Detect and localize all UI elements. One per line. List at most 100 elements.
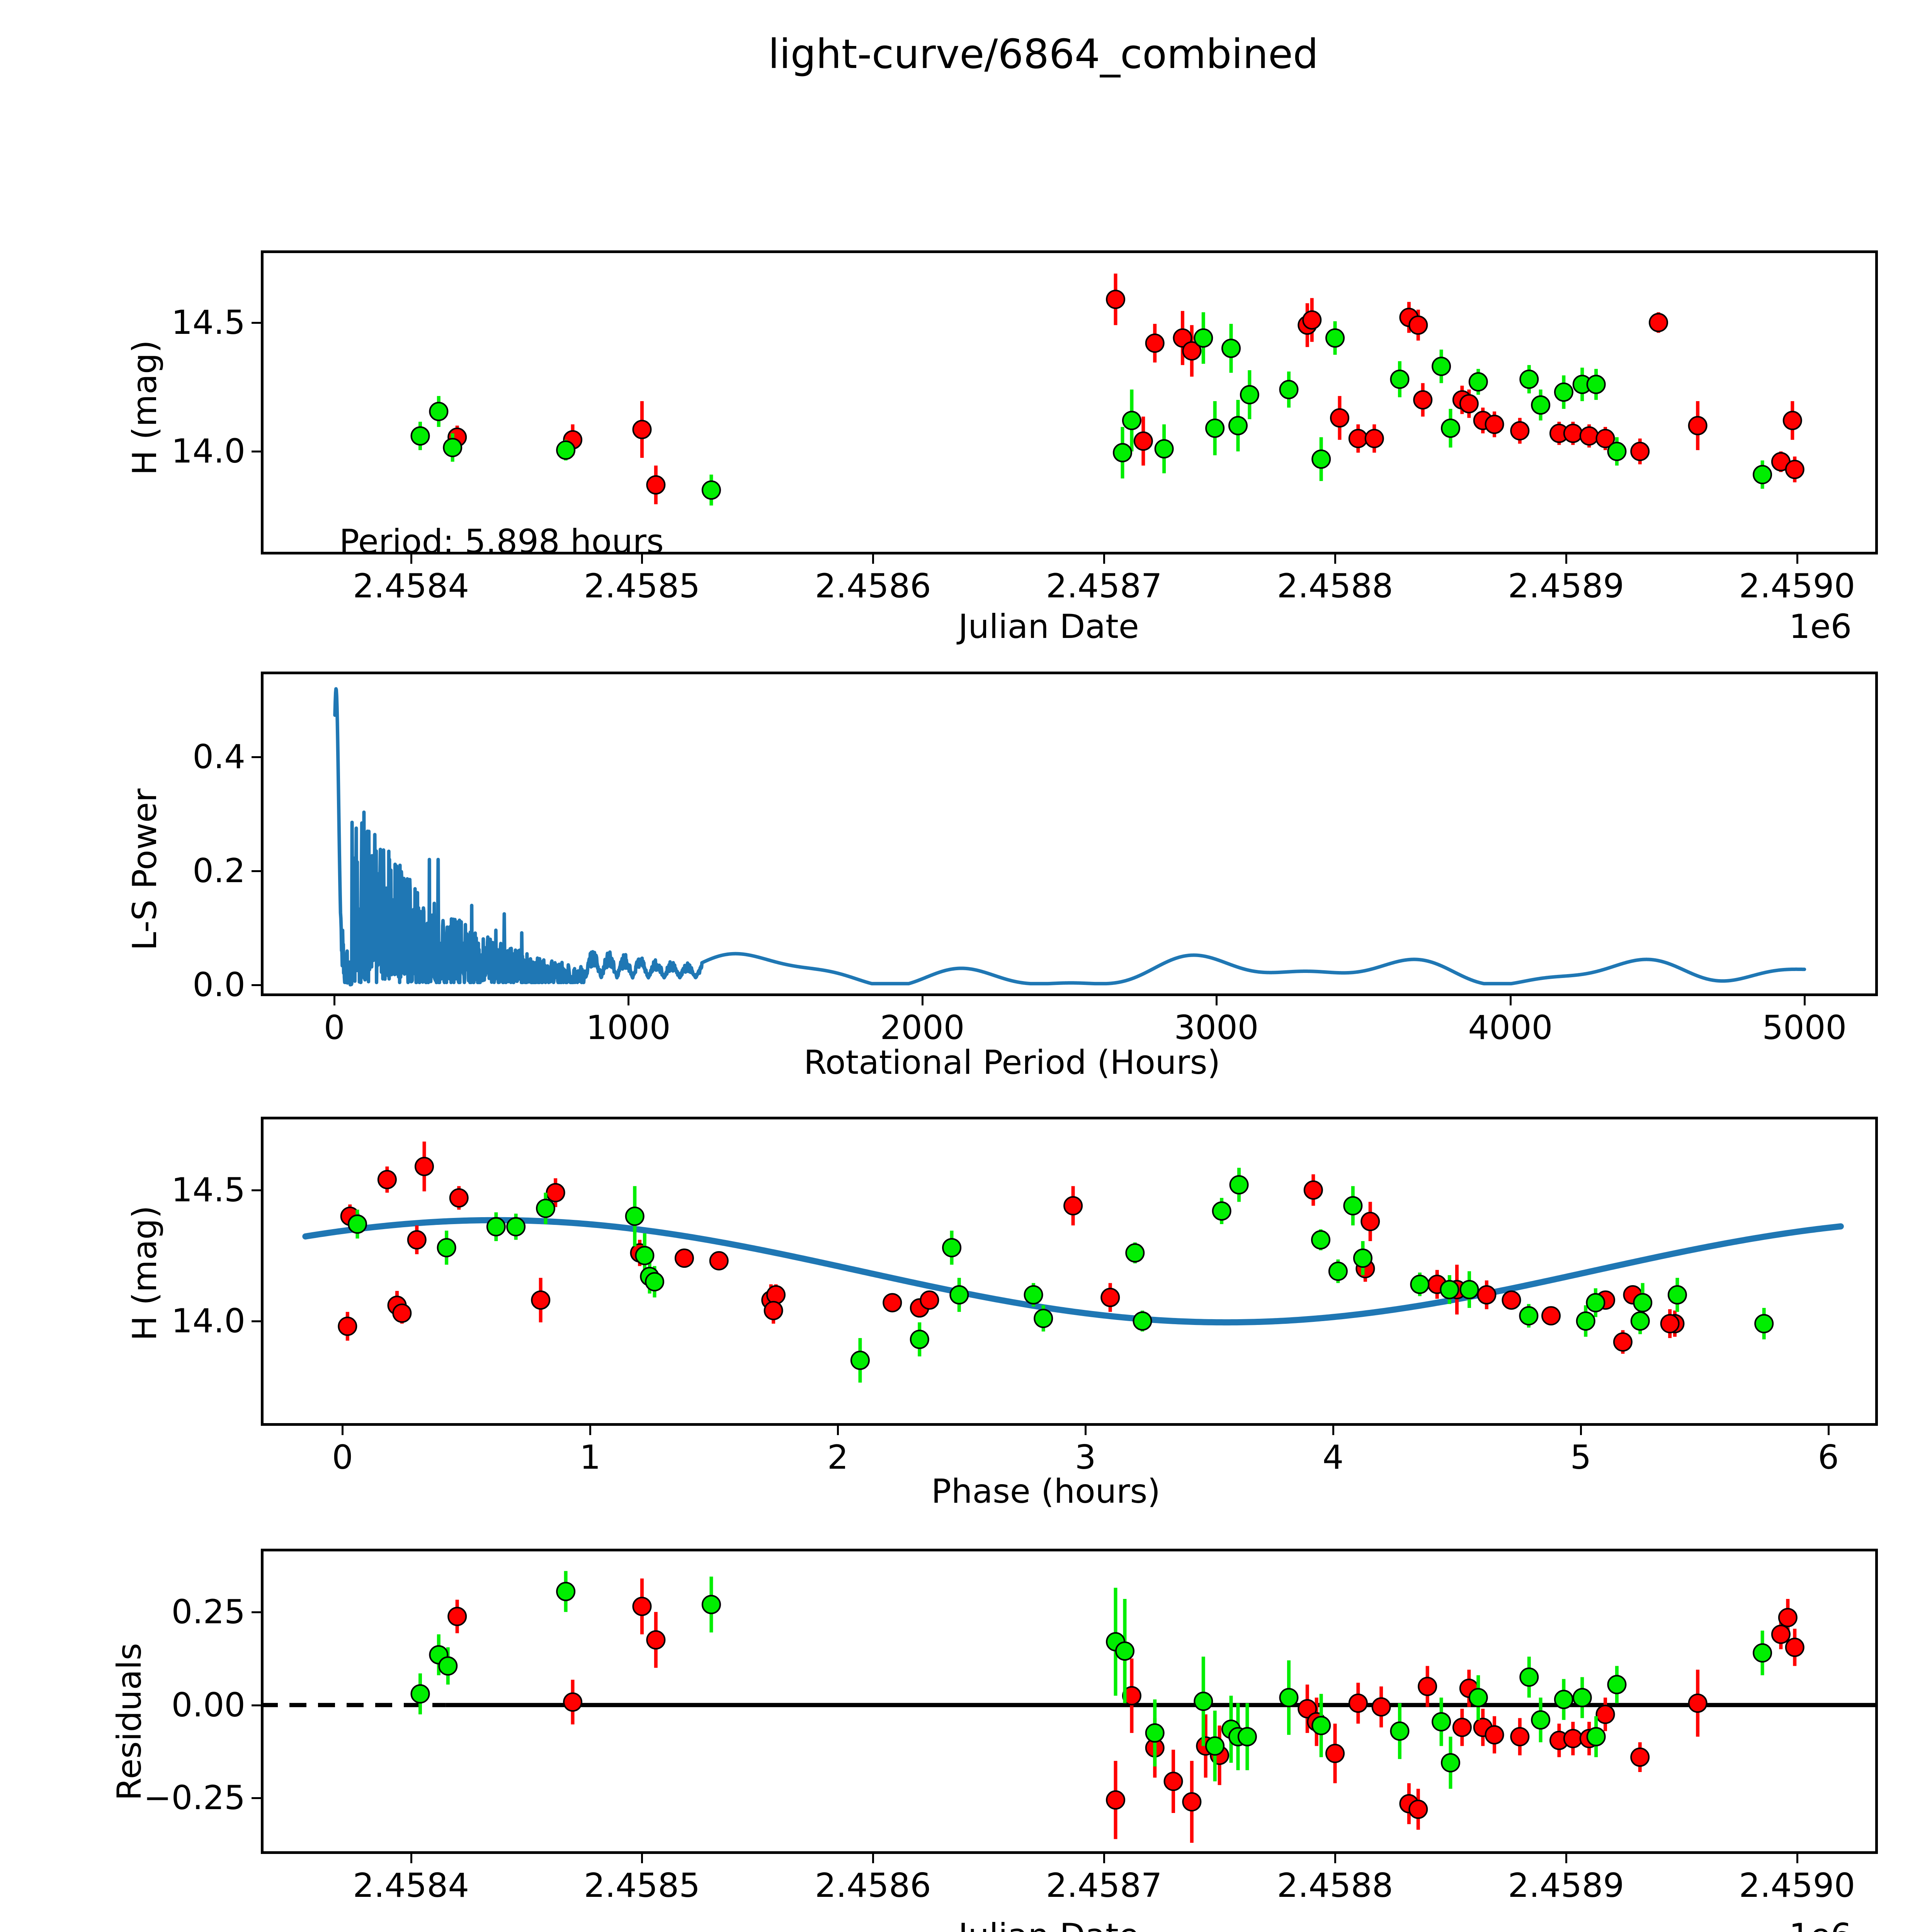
x-tick-label: 1000 [586,1009,671,1047]
x-tick-label: 2.4587 [1046,1866,1162,1905]
panel-residuals [261,1549,1878,1854]
x-tick-mark [342,1426,344,1435]
panel-lightcurve [261,250,1878,554]
figure-title: light-curve/6864_combined [768,31,1319,78]
x-tick-label: 2.4586 [815,1866,931,1905]
x-tick-mark [1796,554,1798,564]
x-tick-label: 2.4590 [1739,1866,1855,1905]
y-tick-mark [252,451,261,453]
y-tick-label: 14.0 [171,1301,245,1340]
series-green [410,1571,1772,1789]
series-red [447,1578,1804,1843]
x-tick-mark [641,1854,643,1863]
y-tick-label: 0.00 [171,1685,245,1725]
periodogram-plot-area [333,687,1806,986]
phasefold-plot-area [302,1141,1844,1383]
x-tick-label: 0 [323,1009,345,1047]
x-tick-label: 0 [332,1438,353,1477]
x-tick-mark [872,1854,874,1863]
x-tick-label: 2000 [880,1009,965,1047]
y-tick-label: −0.25 [143,1779,245,1818]
y-tick-label: 0.25 [171,1592,245,1631]
x-tick-mark [333,996,336,1005]
y-tick-mark [252,1189,261,1191]
axes-frame-periodogram [261,672,1878,996]
y-tick-mark [252,1320,261,1322]
y-tick-label: 0.4 [192,738,245,777]
panel-phasefold [261,1117,1878,1426]
series-green [347,1168,1774,1383]
y-tick-mark [252,1704,261,1706]
x-tick-mark [1580,1426,1582,1435]
lightcurve-offset-text: 1e6 [1789,607,1852,646]
y-tick-mark [252,321,261,324]
y-tick-mark [252,1797,261,1799]
period-annotation: Period: 5.898 hours [339,522,664,561]
x-tick-mark [1332,1426,1335,1435]
x-tick-label: 1 [580,1438,601,1477]
x-tick-mark [1827,1426,1830,1435]
x-tick-mark [1085,1426,1087,1435]
y-tick-label: 14.5 [171,1170,245,1209]
x-tick-mark [1565,1854,1567,1863]
x-tick-mark [872,554,874,564]
x-tick-mark [1334,1854,1337,1863]
y-tick-label: 14.0 [171,432,245,471]
residuals-offset-text: 1e6 [1789,1917,1852,1932]
phasefold-xlabel: Phase (hours) [931,1472,1161,1511]
y-tick-mark [252,1611,261,1613]
x-tick-mark [1509,996,1512,1005]
x-tick-label: 2.4584 [353,567,469,605]
x-tick-mark [1334,554,1337,564]
x-tick-mark [628,996,630,1005]
y-tick-mark [252,870,261,872]
series-green [410,312,1772,506]
periodogram-xlabel: Rotational Period (Hours) [804,1043,1221,1082]
lightcurve-plot-area [410,274,1804,506]
x-tick-label: 2.4585 [583,1866,700,1905]
axes-frame-lightcurve [261,250,1878,554]
periodogram-line [333,687,1806,986]
x-tick-mark [922,996,924,1005]
x-tick-label: 4000 [1468,1009,1553,1047]
residuals-plot-area [261,1571,1878,1843]
x-tick-label: 4 [1322,1438,1344,1477]
series-red [447,274,1804,504]
x-tick-label: 6 [1818,1438,1839,1477]
x-tick-mark [1103,1854,1105,1863]
lightcurve-xlabel: Julian Date [958,607,1139,646]
axes-frame-residuals [261,1549,1878,1854]
x-tick-label: 5000 [1762,1009,1847,1047]
x-tick-mark [1803,996,1806,1005]
y-tick-label: 0.0 [192,965,245,1004]
series-red [338,1141,1685,1354]
x-tick-mark [1565,554,1567,564]
sinusoid-fit-curve [302,1217,1844,1326]
x-tick-mark [1215,996,1218,1005]
x-tick-label: 3 [1075,1438,1096,1477]
x-tick-label: 2.4588 [1277,567,1393,605]
x-tick-label: 2 [827,1438,849,1477]
x-tick-mark [589,1426,592,1435]
residuals-xlabel: Julian Date [958,1917,1139,1932]
x-tick-label: 2.4590 [1739,567,1855,605]
x-tick-mark [837,1426,839,1435]
x-tick-label: 2.4587 [1046,567,1162,605]
x-tick-label: 2.4588 [1277,1866,1393,1905]
y-tick-label: 14.5 [171,303,245,342]
x-tick-mark [1103,554,1105,564]
x-tick-label: 5 [1570,1438,1592,1477]
panel-periodogram [261,672,1878,996]
x-tick-label: 2.4589 [1508,1866,1624,1905]
x-tick-mark [641,554,643,564]
x-tick-label: 3000 [1174,1009,1259,1047]
x-tick-mark [410,1854,412,1863]
x-tick-mark [1796,1854,1798,1863]
x-tick-label: 2.4589 [1508,567,1624,605]
x-tick-label: 2.4584 [353,1866,469,1905]
y-tick-label: 0.2 [192,851,245,890]
axes-frame-phasefold [261,1117,1878,1426]
y-tick-mark [252,984,261,986]
y-tick-mark [252,756,261,759]
